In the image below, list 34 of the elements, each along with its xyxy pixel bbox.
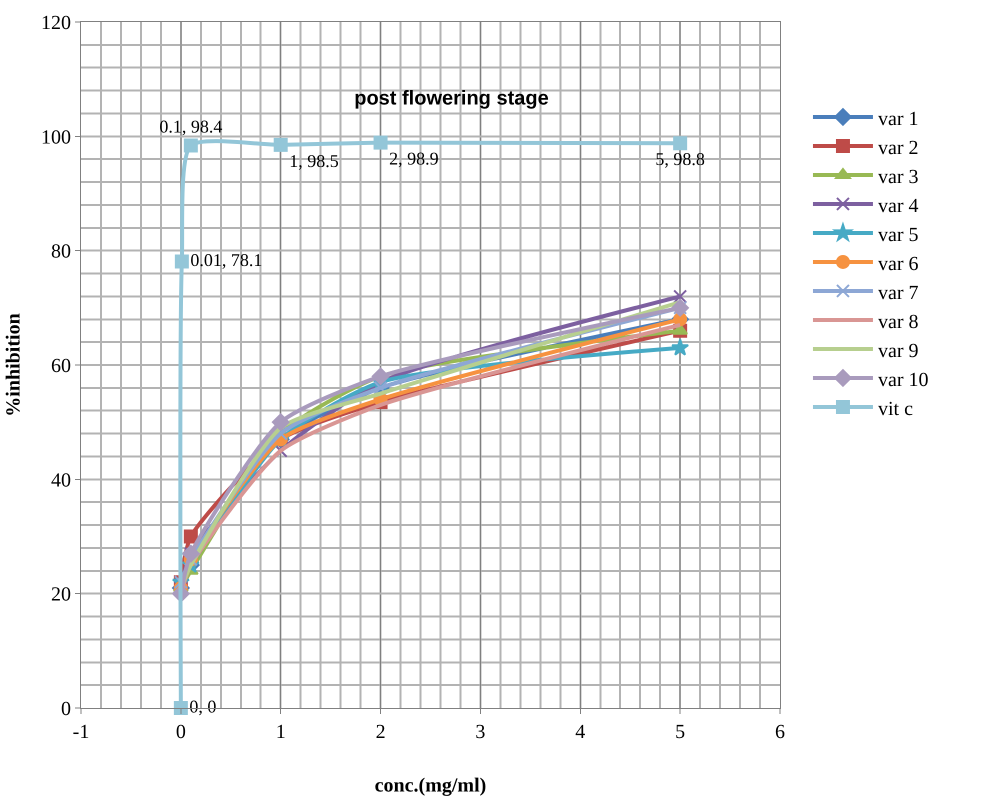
- text: post flowering stage: [354, 87, 549, 110]
- x-tick-label: 0: [176, 721, 186, 743]
- y-axis-title: %inhibition: [2, 313, 24, 417]
- data-label: 0.01, 78.1: [190, 250, 262, 270]
- data-label: 1, 98.5: [289, 150, 339, 171]
- legend-label: var 4: [878, 194, 919, 217]
- legend-label: var 1: [878, 108, 919, 130]
- x-tick-label: 6: [775, 721, 785, 743]
- x-tick-label: 3: [475, 721, 486, 743]
- legend-label: var 3: [878, 166, 919, 188]
- y-tick-label: 120: [41, 12, 71, 34]
- legend-label: var 6: [878, 252, 919, 275]
- legend-label: var 9: [878, 340, 919, 362]
- data-label: 2, 98.9: [389, 148, 439, 169]
- x-tick-label: 1: [276, 721, 286, 743]
- x-axis-title: conc.(mg/ml): [374, 774, 486, 796]
- y-tick-label: 20: [51, 584, 71, 606]
- y-tick-label: 40: [51, 469, 71, 492]
- x-tick-label: 5: [675, 721, 686, 743]
- legend-label: vit c: [878, 398, 914, 420]
- data-label: 0.1, 98.4: [159, 116, 222, 136]
- legend-label: var 5: [878, 224, 919, 246]
- x-tick-label: -1: [72, 721, 90, 743]
- x-tick-label: 4: [575, 721, 586, 743]
- data-label: 5, 98.8: [655, 149, 705, 170]
- legend-label: var 10: [878, 368, 929, 391]
- legend-label: var 2: [878, 136, 919, 159]
- y-tick-label: 0: [61, 698, 71, 720]
- legend-label: var 7: [878, 282, 919, 304]
- legend-label: var 8: [878, 310, 919, 333]
- y-tick-label: 80: [51, 240, 71, 263]
- y-tick-label: 100: [41, 126, 71, 148]
- x-tick-label: 2: [376, 721, 386, 743]
- y-tick-label: 60: [51, 355, 71, 377]
